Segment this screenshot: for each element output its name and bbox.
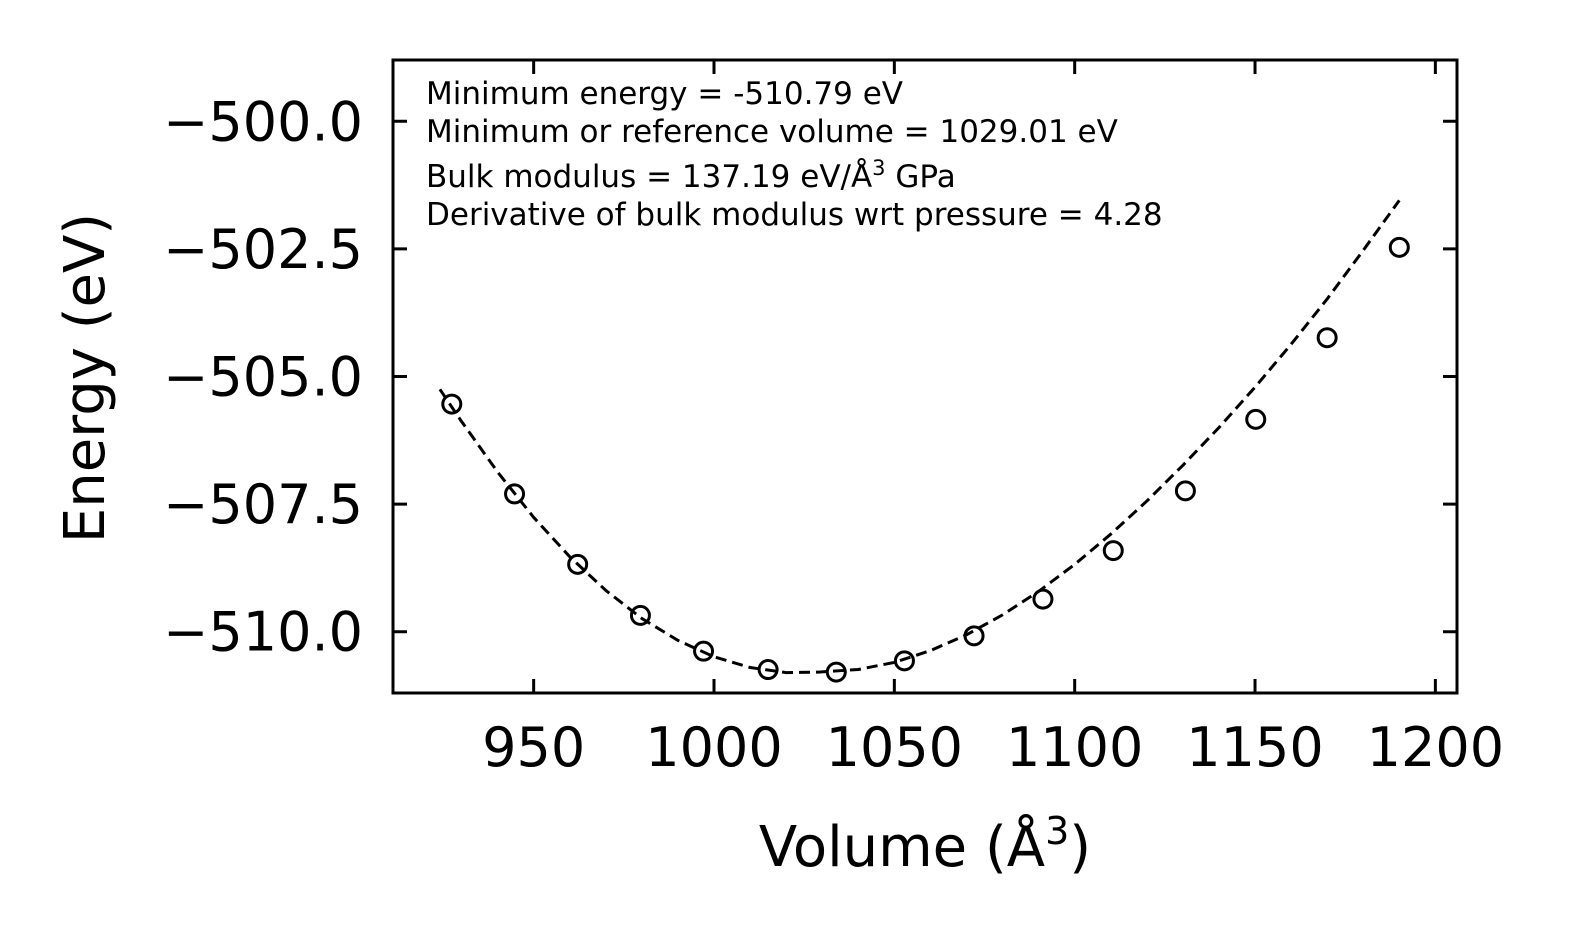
- data-point: [1245, 408, 1267, 430]
- y-tick-label: −505.0: [163, 346, 363, 409]
- annotation-bulk-modulus-unit: GPa: [886, 159, 956, 195]
- data-point: [1032, 588, 1054, 610]
- y-tick-label: −510.0: [163, 601, 363, 664]
- y-tick-label: −507.5: [163, 473, 363, 536]
- data-point: [693, 640, 715, 662]
- y-axis-label: Energy (eV): [53, 213, 118, 543]
- data-point: [567, 553, 589, 575]
- x-tick-label: 1100: [1006, 716, 1143, 779]
- data-point: [504, 483, 526, 505]
- data-point: [441, 393, 463, 415]
- x-tick-label: 1200: [1367, 716, 1504, 779]
- y-tick-label: −502.5: [163, 218, 363, 281]
- x-tick-label: 1050: [826, 716, 963, 779]
- data-point: [1316, 327, 1338, 349]
- x-axis-label: Volume (Å3): [759, 809, 1091, 880]
- data-point: [1174, 480, 1196, 502]
- annotation-derivative: Derivative of bulk modulus wrt pressure …: [426, 197, 1163, 233]
- x-axis-label-sup: 3: [1045, 809, 1069, 853]
- annotation-bulk-modulus-sup: 3: [872, 156, 885, 180]
- y-tick-label: −500.0: [163, 90, 363, 153]
- plot-frame: [391, 58, 1459, 695]
- data-point: [1388, 236, 1410, 258]
- fit-curve: [438, 199, 1401, 675]
- x-axis-label-text: Volume (Å: [759, 814, 1045, 880]
- data-point: [629, 604, 651, 626]
- annotation-min-energy: Minimum energy = -510.79 eV: [426, 76, 903, 112]
- annotation-bulk-modulus-text: Bulk modulus = 137.19 eV/Å: [426, 159, 872, 195]
- data-point: [893, 650, 915, 672]
- data-point: [825, 661, 847, 683]
- data-point: [757, 659, 779, 681]
- data-point: [963, 625, 985, 647]
- annotation-box: Minimum energy = -510.79 eV Minimum or r…: [426, 76, 1163, 233]
- x-tick-label: 950: [482, 716, 585, 779]
- x-ticks: 950 1000 1050 1100 1150 1200: [482, 60, 1504, 779]
- x-tick-label: 1000: [645, 716, 782, 779]
- x-axis-label-close: ): [1069, 815, 1091, 880]
- data-point: [1102, 540, 1124, 562]
- y-ticks: −500.0 −502.5 −505.0 −507.5 −510.0: [163, 90, 1457, 664]
- data-points: [441, 236, 1410, 683]
- annotation-min-volume: Minimum or reference volume = 1029.01 eV: [426, 114, 1118, 150]
- annotation-bulk-modulus: Bulk modulus = 137.19 eV/Å3 GPa: [426, 156, 956, 195]
- x-tick-label: 1150: [1186, 716, 1323, 779]
- plot-area: [393, 60, 1457, 693]
